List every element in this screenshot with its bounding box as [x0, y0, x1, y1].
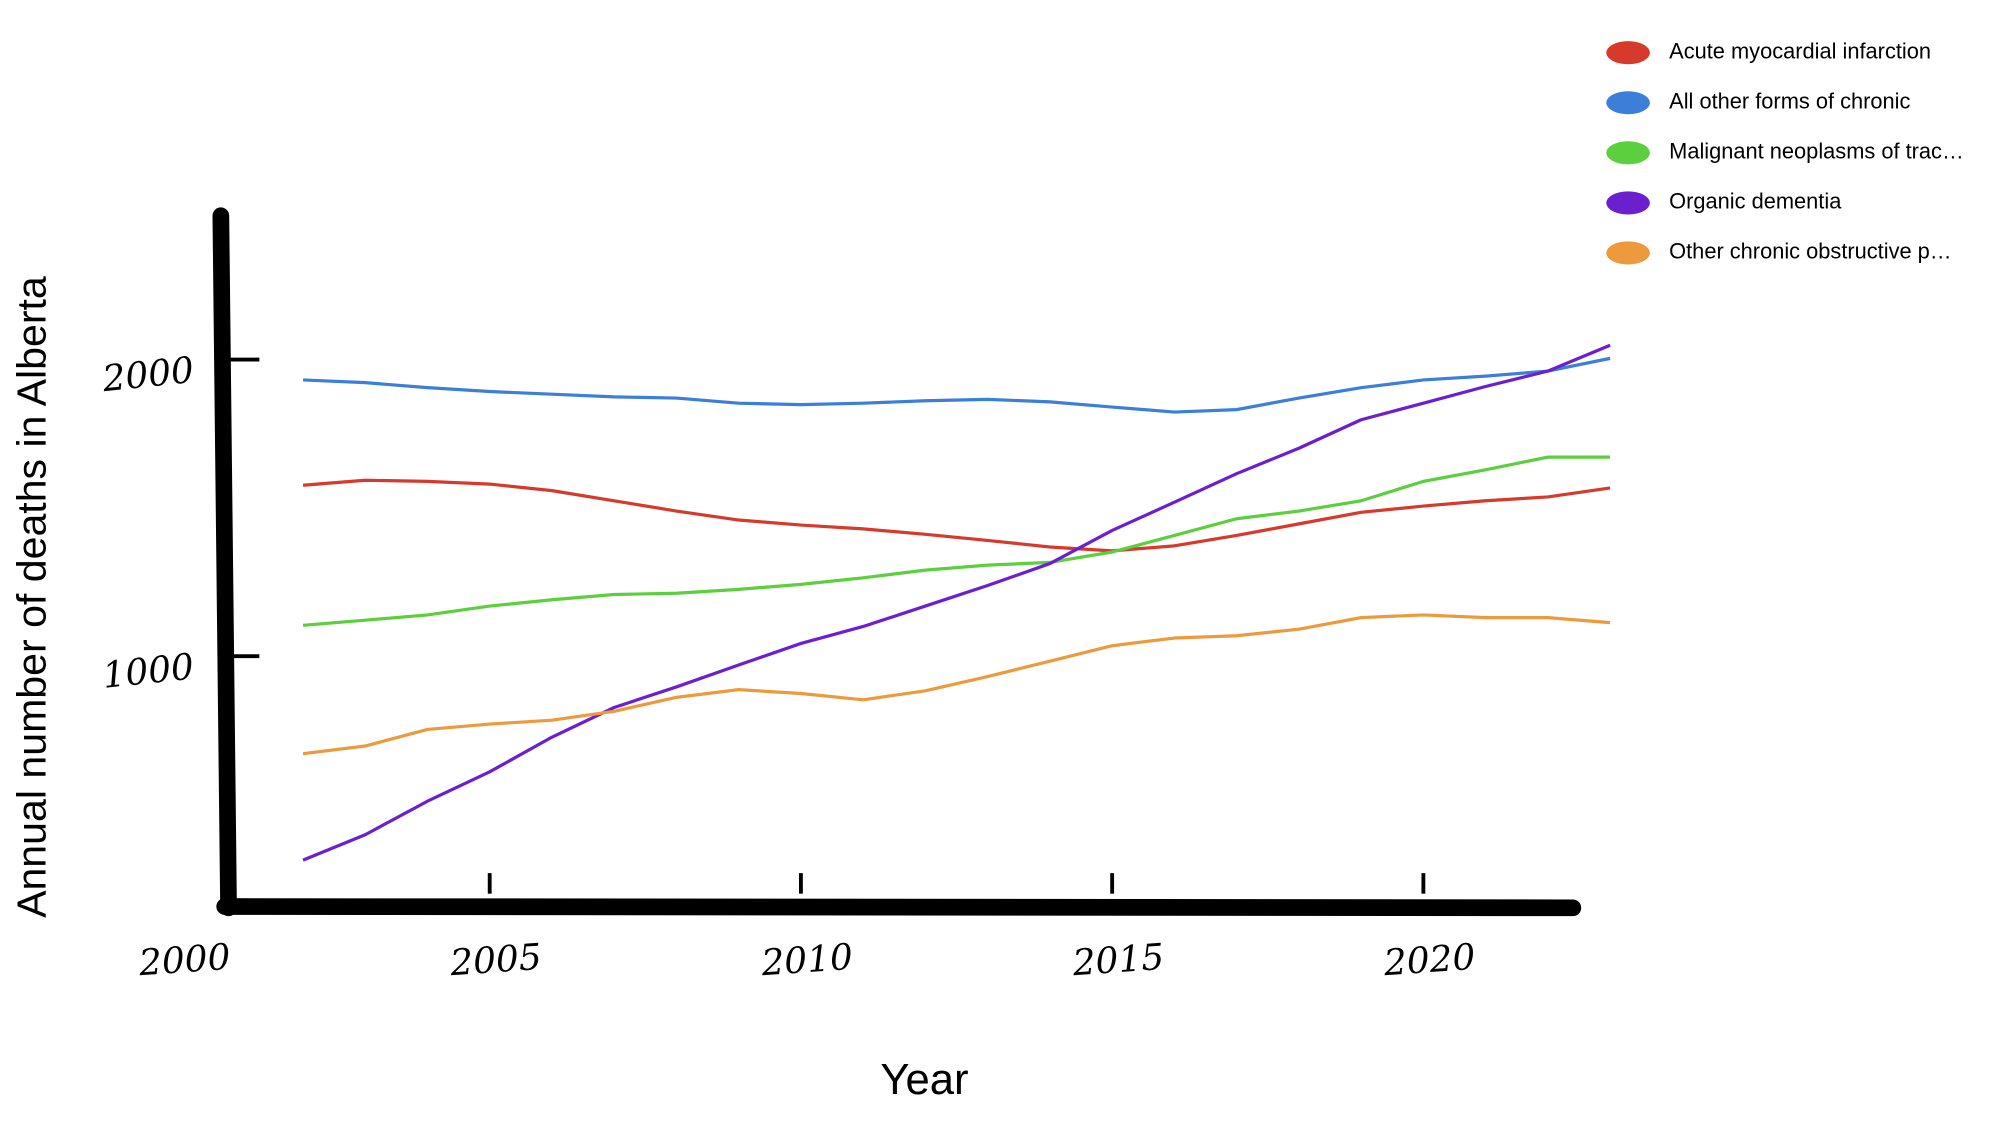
- legend-label: Organic dementia: [1669, 189, 1842, 214]
- series-line: [302, 613, 1611, 756]
- legend-label: Malignant neoplasms of trac…: [1669, 139, 1964, 164]
- y-axis: [212, 207, 237, 917]
- legend-swatch: [1606, 91, 1650, 115]
- legend-swatch: [1606, 41, 1650, 65]
- series-line: [302, 356, 1611, 414]
- legend-swatch: [1606, 241, 1650, 265]
- series-line: [302, 343, 1611, 862]
- y-tick-label: 2000: [100, 350, 196, 400]
- legend-label: Acute myocardial infarction: [1669, 38, 1931, 63]
- x-tick-label: 2015: [1070, 937, 1165, 984]
- x-tick-label: 2010: [759, 937, 854, 984]
- x-axis-title: Year: [880, 1055, 968, 1104]
- series-line: [302, 455, 1611, 627]
- legend-swatch: [1606, 191, 1650, 215]
- series-line: [302, 478, 1611, 553]
- legend-label: Other chronic obstructive p…: [1669, 239, 1951, 264]
- legend-swatch: [1606, 141, 1650, 165]
- y-axis-title: Annual number of deaths in Alberta: [9, 276, 55, 918]
- x-tick-label: 2020: [1382, 937, 1477, 984]
- x-axis: [216, 898, 1582, 917]
- legend-label: All other forms of chronic: [1669, 89, 1910, 114]
- x-tick-label: 2005: [448, 937, 543, 984]
- y-tick-label: 1000: [101, 647, 196, 697]
- x-tick-label: 2000: [137, 937, 232, 984]
